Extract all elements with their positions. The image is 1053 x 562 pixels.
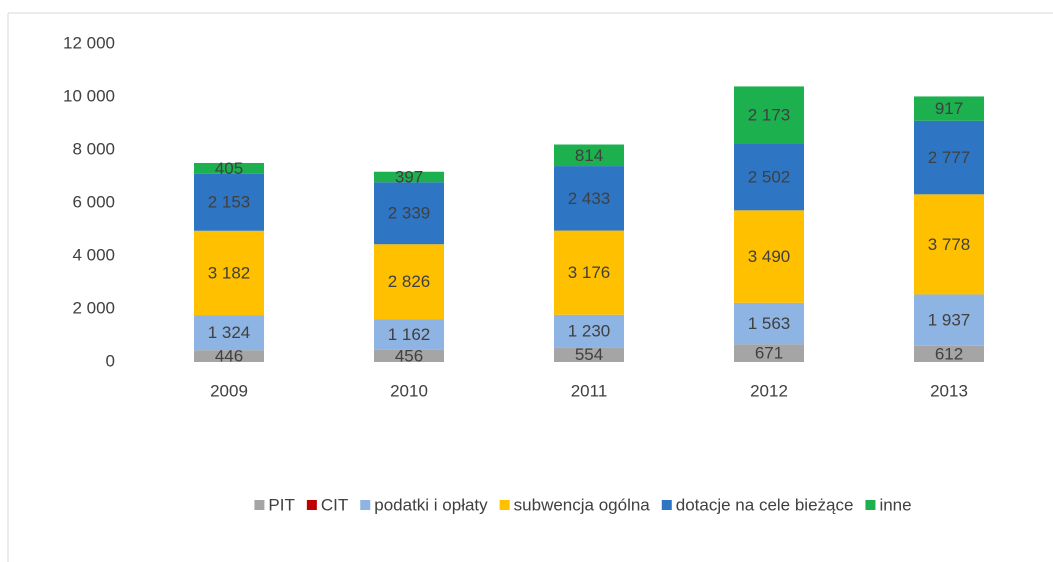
y-tick-label: 6 000: [72, 192, 115, 211]
value-label: 917: [935, 99, 963, 118]
legend-swatch: [661, 500, 672, 510]
bar-segment: [374, 244, 444, 320]
x-tick-label: 2013: [930, 381, 968, 400]
value-label: 446: [215, 347, 243, 366]
bar-segment: [914, 96, 984, 121]
bar-segment: [734, 86, 804, 145]
x-tick-label: 2012: [750, 381, 788, 400]
value-label: 2 502: [748, 168, 791, 187]
bar-segment: [914, 194, 984, 295]
value-label: 612: [935, 344, 963, 363]
legend-swatch: [306, 500, 317, 510]
value-label: 2 826: [388, 272, 431, 291]
value-label: 3 176: [568, 263, 611, 282]
value-label: 3 182: [208, 263, 251, 282]
bar-segment: [194, 315, 264, 351]
legend-swatch: [360, 500, 371, 510]
value-label: 1 937: [928, 311, 971, 330]
legend-label: PIT: [268, 495, 294, 514]
legend-swatch: [254, 500, 265, 510]
value-label: 3 778: [928, 235, 971, 254]
bar-segment: [554, 314, 624, 348]
value-label: 1 162: [388, 325, 431, 344]
y-tick-label: 4 000: [72, 245, 115, 264]
y-tick-label: 12 000: [63, 33, 115, 52]
bar-segment: [374, 349, 444, 362]
bar-segment: [194, 173, 264, 231]
bar-segment: [554, 230, 624, 315]
x-tick-label: 2011: [571, 381, 608, 400]
bar-segment: [914, 345, 984, 362]
x-tick-label: 2010: [390, 381, 428, 400]
legend-label: subwencja ogólna: [514, 495, 651, 514]
value-label: 2 339: [388, 204, 431, 223]
value-label: 456: [395, 346, 423, 365]
bar-segment: [734, 302, 804, 345]
value-label: 2 433: [568, 189, 611, 208]
value-label: 1 230: [568, 322, 611, 341]
bar-segment: [554, 144, 624, 167]
value-label: 397: [395, 167, 423, 186]
bar-segment: [554, 347, 624, 362]
bar-segment: [374, 319, 444, 350]
bar-segment: [194, 230, 264, 316]
value-label: 2 777: [928, 148, 971, 167]
bar-segment: [734, 344, 804, 362]
legend-label: CIT: [321, 495, 348, 514]
value-label: 554: [575, 345, 603, 364]
value-label: 814: [575, 146, 603, 165]
bar-segment: [194, 350, 264, 362]
bar-segment: [734, 210, 804, 303]
bar-segment: [914, 120, 984, 195]
value-label: 1 563: [748, 314, 791, 333]
value-label: 671: [755, 344, 783, 363]
legend-swatch: [499, 500, 510, 510]
value-label: 1 324: [208, 323, 251, 342]
y-tick-label: 2 000: [72, 298, 115, 317]
y-tick-label: 8 000: [72, 139, 115, 158]
bar-segment: [734, 144, 804, 211]
value-label: 3 490: [748, 247, 791, 266]
x-tick-label: 2009: [210, 381, 248, 400]
bar-segment: [914, 294, 984, 346]
bar-segment: [374, 182, 444, 245]
value-label: 2 173: [748, 106, 791, 125]
legend-label: dotacje na cele bieżące: [676, 495, 854, 514]
bar-segment: [194, 162, 264, 174]
bar-segment: [554, 166, 624, 231]
value-label: 2 153: [208, 193, 251, 212]
value-label: 405: [215, 159, 243, 178]
y-tick-label: 10 000: [63, 86, 115, 105]
y-tick-label: 0: [106, 351, 115, 370]
legend-label: podatki i opłaty: [374, 495, 488, 514]
legend-swatch: [865, 500, 876, 510]
legend-label: inne: [879, 495, 911, 514]
bar-segment: [374, 171, 444, 183]
